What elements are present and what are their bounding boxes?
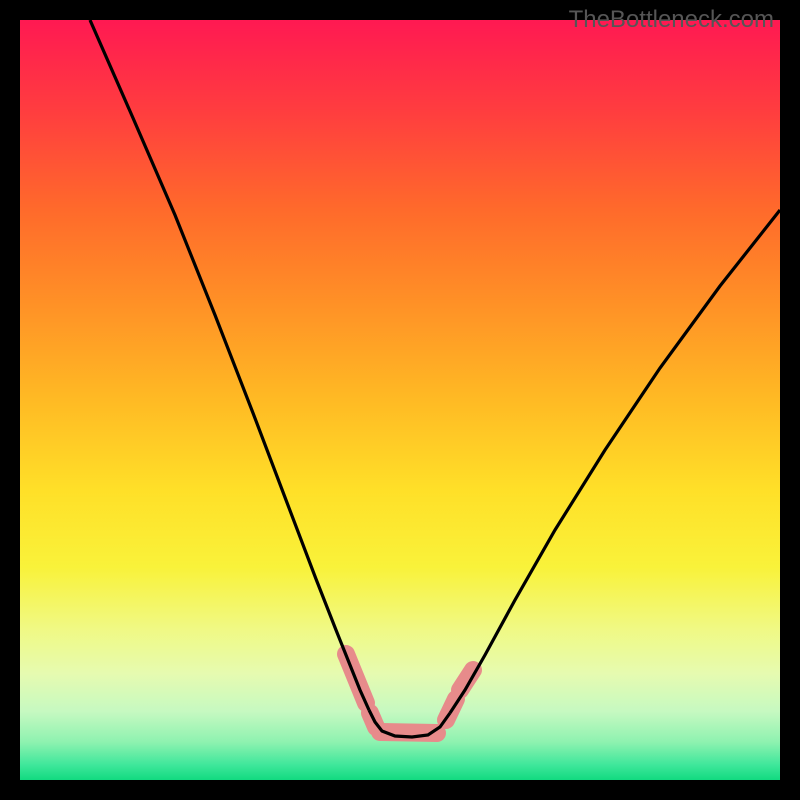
watermark-text: TheBottleneck.com xyxy=(569,6,774,34)
curve-left-branch xyxy=(90,20,369,710)
chart-frame: TheBottleneck.com xyxy=(0,0,800,800)
trough-marker xyxy=(346,654,473,733)
plot-area xyxy=(20,20,780,780)
curve-right-branch xyxy=(450,210,780,713)
bottleneck-curve xyxy=(20,20,780,780)
